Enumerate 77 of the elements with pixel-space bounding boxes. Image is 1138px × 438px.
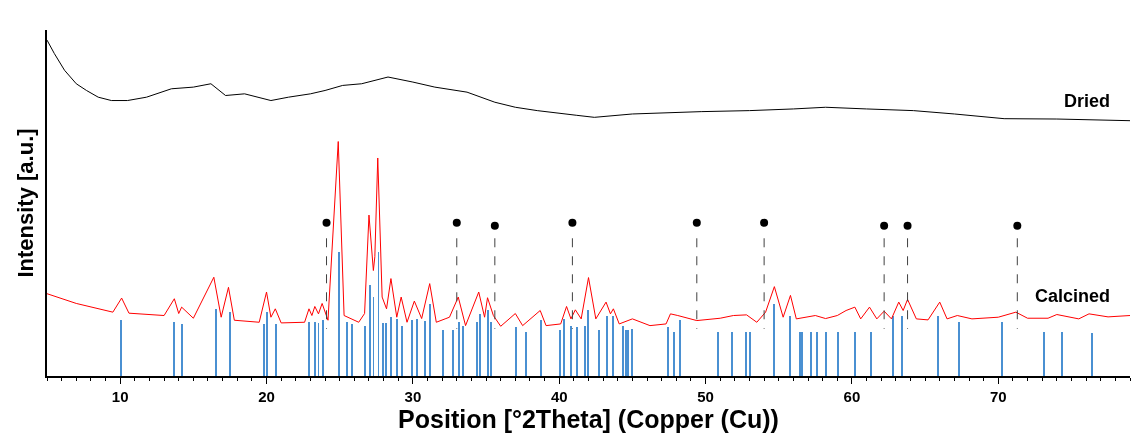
bar — [789, 316, 791, 376]
bar — [173, 322, 175, 376]
bar — [396, 319, 398, 376]
x-tick-label: 40 — [550, 387, 568, 405]
bar — [1001, 322, 1003, 376]
bar — [411, 320, 413, 376]
x-axis-title: Position [°2Theta] (Copper (Cu)) — [398, 404, 779, 433]
bar — [525, 332, 527, 376]
bar — [401, 326, 403, 376]
bar — [266, 312, 268, 376]
bar — [351, 324, 353, 376]
bar — [1061, 332, 1063, 376]
bar — [745, 332, 747, 376]
bar — [322, 320, 324, 376]
bar — [442, 330, 444, 376]
bar — [458, 322, 460, 376]
bar — [314, 322, 316, 376]
bar — [429, 304, 431, 376]
bar — [559, 330, 561, 376]
bar — [563, 319, 565, 376]
bar — [452, 330, 454, 376]
bar — [854, 332, 856, 376]
bar — [308, 322, 310, 376]
bar — [181, 324, 183, 376]
bar — [810, 332, 812, 376]
bar — [382, 323, 384, 376]
bar — [892, 316, 894, 376]
bar — [462, 326, 464, 376]
bar — [731, 332, 733, 376]
bar — [598, 330, 600, 376]
bar — [576, 327, 578, 376]
bar — [667, 327, 669, 376]
bar — [749, 332, 751, 376]
x-tick-label: 30 — [404, 387, 422, 405]
bar — [479, 314, 481, 376]
bar — [673, 332, 675, 376]
bar — [958, 322, 960, 376]
series-label: Dried — [1064, 91, 1111, 111]
bar — [773, 304, 775, 376]
bar — [870, 332, 872, 376]
bar — [816, 332, 818, 376]
bar — [424, 321, 426, 376]
bar — [369, 285, 371, 376]
bar — [390, 317, 392, 376]
series-label: Calcined — [1035, 286, 1111, 306]
x-tick-label: 60 — [843, 387, 861, 405]
bar — [679, 320, 681, 376]
x-tick-label: 50 — [697, 387, 714, 405]
bar — [487, 310, 489, 376]
bar — [901, 316, 903, 376]
x-tick-label: 20 — [258, 387, 275, 405]
bar — [1043, 332, 1045, 376]
bar — [540, 320, 542, 376]
bar — [338, 252, 340, 376]
bar — [385, 323, 387, 376]
bar — [1091, 333, 1093, 376]
bar — [606, 316, 608, 376]
bar — [229, 312, 231, 376]
bar — [631, 329, 633, 376]
bar — [937, 316, 939, 376]
bar — [364, 326, 366, 376]
x-tick-label: 70 — [989, 387, 1007, 405]
bar — [275, 324, 277, 376]
bar — [416, 319, 418, 376]
x-tick-label: 10 — [111, 387, 129, 405]
bar — [587, 310, 589, 376]
y-axis-title: Intensity [a.u.] — [12, 128, 38, 278]
bar — [825, 332, 827, 376]
bar — [515, 327, 517, 376]
bar — [717, 332, 719, 376]
bar — [837, 332, 839, 376]
bar — [346, 322, 348, 376]
bar — [612, 316, 614, 376]
bar — [570, 326, 572, 376]
bar — [622, 326, 624, 376]
bar — [215, 309, 217, 376]
bar — [120, 320, 122, 376]
